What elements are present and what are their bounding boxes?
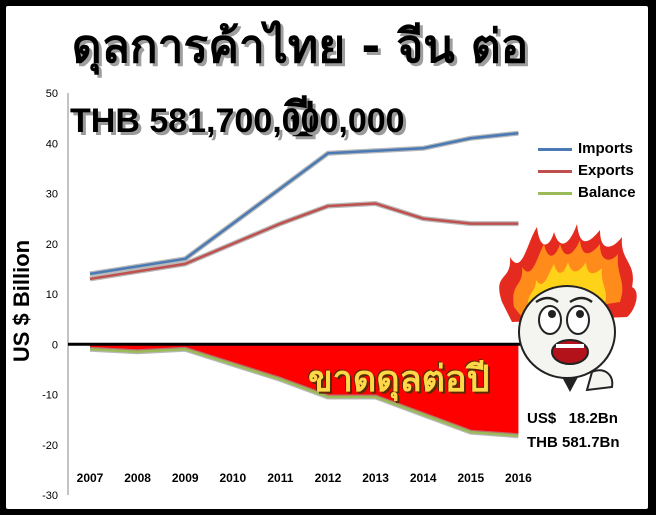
legend-swatch-balance [538, 192, 572, 195]
legend-swatch-imports [538, 148, 572, 151]
chart-subtitle: THB 581,700,000,000 [70, 102, 405, 140]
x-tick-label-2014: 2014 [410, 471, 437, 485]
x-tick-label-2010: 2010 [219, 471, 246, 485]
series-line-balance [89, 348, 519, 437]
series-line-imports [89, 131, 519, 276]
x-tick-label-2009: 2009 [172, 471, 199, 485]
legend-label-imports: Imports [578, 140, 634, 157]
open-mouth [551, 339, 589, 365]
legend-label-balance: Balance [578, 184, 636, 201]
y-axis-label: US $ Billion [9, 239, 34, 363]
y-tick-label-50: 50 [46, 88, 58, 100]
y-tick-label--20: -20 [42, 440, 58, 452]
right-eye [566, 305, 590, 335]
x-tick-label-2012: 2012 [315, 471, 342, 485]
y-tick-label--30: -30 [42, 490, 58, 502]
y-tick-label-0: 0 [52, 339, 58, 351]
x-tick-label-2015: 2015 [457, 471, 484, 485]
deficit-annotation: ขาดดุลต่อปี [308, 359, 490, 400]
y-tick-label-40: 40 [46, 138, 58, 150]
x-tick-label-2007: 2007 [77, 471, 104, 485]
y-tick-label-30: 30 [46, 189, 58, 201]
y-tick-label-20: 20 [46, 239, 58, 251]
left-eye [538, 305, 562, 335]
legend-swatch-exports [538, 170, 572, 173]
note-thb: THB 581.7Bn [527, 434, 620, 451]
x-tick-label-2016: 2016 [505, 471, 532, 485]
note-usd: US$ 18.2Bn [527, 410, 618, 427]
x-tick-label-2008: 2008 [124, 471, 151, 485]
x-tick-label-2011: 2011 [267, 471, 293, 485]
hand [585, 369, 614, 392]
y-tick-label-10: 10 [46, 289, 58, 301]
panicked-face-with-flaming-hair-icon [499, 224, 637, 392]
y-tick-label--10: -10 [42, 390, 58, 402]
x-tick-label-2013: 2013 [362, 471, 389, 485]
legend-label-exports: Exports [578, 162, 634, 179]
series-line-exports [89, 202, 519, 281]
deficit-area [90, 344, 519, 436]
chart-title: ดุลการค้าไทย - จีน ต่อปี [71, 19, 529, 146]
